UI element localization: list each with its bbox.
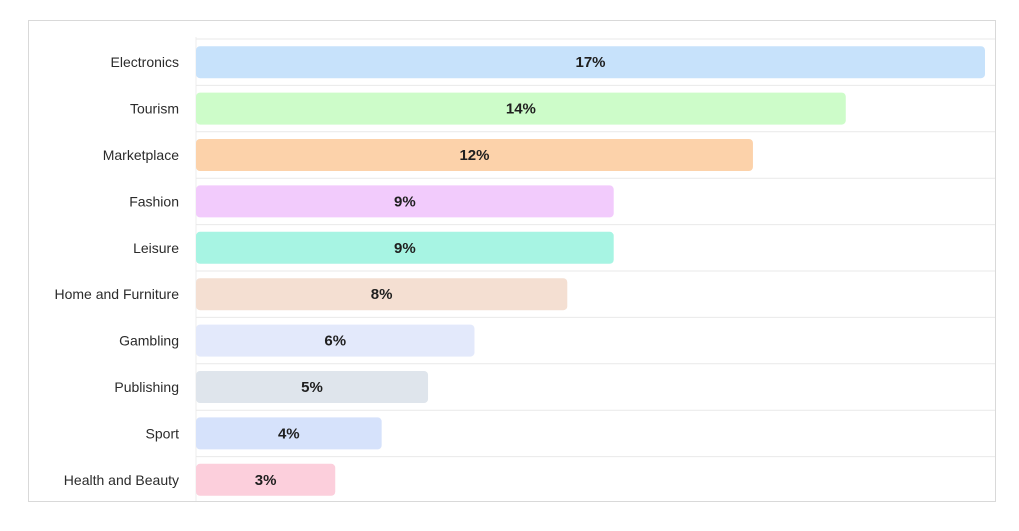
category-label: Electronics xyxy=(111,54,179,70)
bar-value-label: 8% xyxy=(371,286,393,303)
bar-fashion[interactable] xyxy=(196,185,614,218)
category-label: Publishing xyxy=(114,379,179,395)
category-label: Sport xyxy=(146,425,180,441)
bar-marketplace[interactable] xyxy=(196,139,753,171)
category-label: Home and Furniture xyxy=(54,286,179,302)
bar-value-label: 9% xyxy=(394,193,416,210)
bar-value-label: 9% xyxy=(394,240,416,257)
category-label: Health and Beauty xyxy=(64,472,179,488)
category-label: Fashion xyxy=(129,193,179,209)
category-label: Gambling xyxy=(119,333,179,349)
bar-tourism[interactable] xyxy=(196,92,846,125)
chart-card: Electronics 17% Tourism 14% Marketplace 12% Fa… xyxy=(28,20,996,502)
category-label: Marketplace xyxy=(103,147,179,163)
bar-value-label: 5% xyxy=(301,379,323,396)
bar-value-label: 17% xyxy=(575,54,605,71)
bar-value-label: 12% xyxy=(459,147,489,164)
bar-value-label: 3% xyxy=(255,472,277,489)
category-label: Tourism xyxy=(130,101,179,117)
bar-electronics[interactable] xyxy=(196,46,985,79)
bar-home-and-furniture[interactable] xyxy=(196,278,568,311)
bar-value-label: 4% xyxy=(278,425,300,442)
category-label: Leisure xyxy=(133,240,179,256)
bar-sport[interactable] xyxy=(196,417,382,450)
bar-value-label: 6% xyxy=(324,333,346,350)
bar-leisure[interactable] xyxy=(196,231,614,264)
bar-value-label: 14% xyxy=(506,101,536,118)
bar-chart: Electronics 17% Tourism 14% Marketplace 12% Fa… xyxy=(54,37,995,501)
bar-gambling[interactable] xyxy=(196,324,475,357)
bar-health-and-beauty[interactable] xyxy=(196,463,336,496)
bar-publishing[interactable] xyxy=(196,371,429,403)
